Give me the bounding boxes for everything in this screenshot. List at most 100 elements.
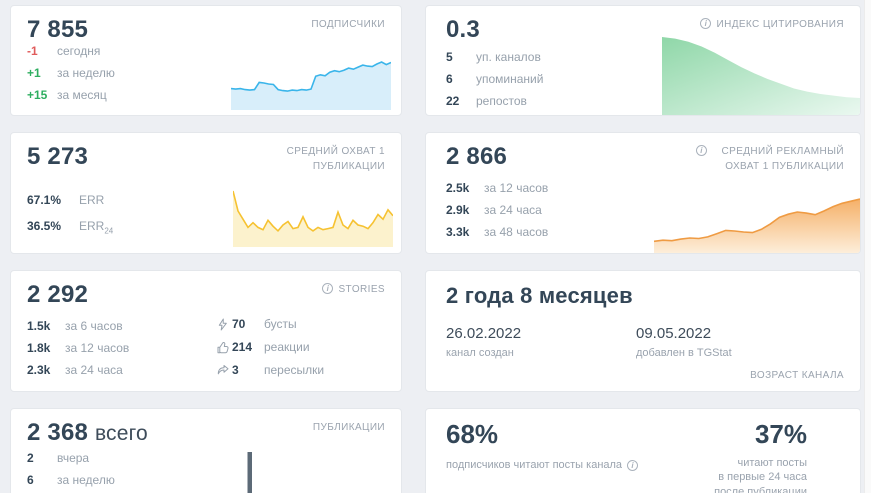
- stat-row: 3.3k за 48 часов: [446, 225, 548, 239]
- subscribers-value: 7 855: [27, 16, 89, 43]
- scrollbar-track[interactable]: [864, 0, 871, 493]
- stat-value: 2.9k: [446, 203, 470, 217]
- card-read-rate: 68% подписчиков читают посты канала i 37…: [425, 408, 861, 493]
- card-publications: 2 368 всего ПУБЛИКАЦИИ 2 вчера 6 за неде…: [10, 408, 402, 493]
- stat-label: уп. каналов: [476, 50, 541, 64]
- card-title-subscribers: ПОДПИСЧИКИ: [311, 18, 385, 33]
- engagement-row: 70 бусты: [217, 317, 324, 331]
- stat-label: за 6 часов: [65, 319, 123, 333]
- avg-ad-reach-stats: 2.5k за 12 часов 2.9k за 24 часа 3.3k за…: [446, 181, 548, 247]
- stat-row: 1.8k за 12 часов: [27, 341, 129, 355]
- card-stories: 2 292 i STORIES 1.5k за 6 часов 1.8k за …: [10, 270, 402, 392]
- card-title-label: ПОДПИСЧИКИ: [311, 19, 385, 30]
- stat-value: 67.1%: [27, 193, 62, 207]
- stat-label: ERR: [79, 193, 105, 207]
- card-subscribers: 7 855 ПОДПИСЧИКИ -1 сегодня +1 за неделю…: [10, 5, 402, 116]
- avg-reach-stats: 67.1% ERR 36.5% ERR24: [27, 193, 113, 244]
- stat-row: +1 за неделю: [27, 66, 115, 80]
- stat-row: 67.1% ERR: [27, 193, 113, 209]
- dashboard-grid: 7 855 ПОДПИСЧИКИ -1 сегодня +1 за неделю…: [10, 5, 871, 493]
- info-icon[interactable]: i: [700, 18, 712, 29]
- stories-engagement: 70 бусты 214 реакции 3 пересылки: [217, 317, 324, 386]
- card-title-publications: ПУБЛИКАЦИИ: [313, 421, 385, 436]
- stat-label: вчера: [57, 451, 90, 465]
- created-label: канал создан: [446, 347, 514, 359]
- avg-reach-sparkline: [233, 187, 393, 247]
- stat-label: за неделю: [57, 473, 115, 487]
- stat-label: ERR24: [79, 219, 114, 236]
- stat-row: 2.9k за 24 часа: [446, 203, 548, 217]
- boost-icon: [217, 318, 232, 331]
- engagement-label: реакции: [264, 340, 310, 354]
- read-rate-right-caption: читают посты в первые 24 часа после публ…: [714, 457, 807, 493]
- info-icon[interactable]: i: [696, 145, 707, 156]
- engagement-label: пересылки: [264, 363, 325, 377]
- channel-age-value: 2 года 8 месяцев: [446, 283, 633, 308]
- channel-added: 09.05.2022 добавлен в TGStat: [636, 325, 732, 359]
- stat-row: -1 сегодня: [27, 44, 115, 58]
- read-rate-right: 37% читают посты в первые 24 часа после …: [714, 419, 807, 493]
- stories-stats: 1.5k за 6 часов 1.8k за 12 часов 2.3k за…: [27, 319, 129, 385]
- card-citation-index: 0.3 i ИНДЕКС ЦИТИРОВАНИЯ 5 уп. каналов 6…: [425, 5, 861, 116]
- stat-row: 2.5k за 12 часов: [446, 181, 548, 195]
- citation-stats: 5 уп. каналов 6 упоминаний 22 репостов: [446, 50, 544, 115]
- engagement-label: бусты: [264, 317, 297, 331]
- info-icon[interactable]: i: [627, 459, 639, 471]
- stat-value: 6: [446, 72, 453, 86]
- read-rate-left: 68% подписчиков читают посты канала i: [446, 419, 639, 472]
- stat-label: репостов: [476, 94, 527, 108]
- stat-value: 3.3k: [446, 225, 470, 239]
- subscribers-stats: -1 сегодня +1 за неделю +15 за месяц: [27, 44, 115, 110]
- thumbs-up-icon: [217, 341, 232, 354]
- engagement-row: 3 пересылки: [217, 363, 324, 377]
- citation-sparkline: [662, 33, 860, 115]
- stat-label: за месяц: [57, 88, 107, 102]
- stat-value: 1.8k: [27, 341, 51, 355]
- stat-value: +1: [27, 66, 41, 80]
- forward-icon: [217, 364, 232, 376]
- publications-bar-chart: [239, 452, 389, 493]
- read-rate-left-value: 68%: [446, 419, 499, 449]
- channel-created: 26.02.2022 канал создан: [446, 325, 521, 359]
- ad-reach-sparkline: [654, 195, 860, 253]
- card-title-label: СРЕДНИЙ ОХВАТ 1 ПУБЛИКАЦИИ: [286, 146, 385, 172]
- read-rate-right-value: 37%: [754, 419, 807, 449]
- stories-value: 2 292: [27, 281, 89, 308]
- stat-label: за 12 часов: [484, 181, 549, 195]
- created-date: 26.02.2022: [446, 325, 522, 342]
- stat-value: 36.5%: [27, 219, 62, 234]
- stat-label: за неделю: [57, 66, 115, 80]
- stat-label: за 24 часа: [484, 203, 542, 217]
- stat-value: 6: [27, 473, 34, 487]
- info-icon[interactable]: i: [322, 283, 334, 294]
- card-title-label: ПУБЛИКАЦИИ: [312, 422, 385, 433]
- card-title-label: ИНДЕКС ЦИТИРОВАНИЯ: [716, 19, 844, 30]
- stat-row: +15 за месяц: [27, 88, 115, 102]
- avg-reach-value: 5 273: [27, 143, 89, 170]
- stat-label: сегодня: [57, 44, 101, 58]
- card-avg-ad-reach: 2 866 i СРЕДНИЙ РЕКЛАМНЫЙ ОХВАТ 1 ПУБЛИК…: [425, 132, 861, 254]
- card-title-stories: i STORIES: [322, 283, 385, 298]
- stat-value: 2.3k: [27, 363, 51, 377]
- added-date: 09.05.2022: [636, 325, 712, 342]
- stat-label: за 24 часа: [65, 363, 123, 377]
- card-avg-reach: 5 273 СРЕДНИЙ ОХВАТ 1 ПУБЛИКАЦИИ 67.1% E…: [10, 132, 402, 254]
- stat-value: 5: [446, 50, 453, 64]
- stat-label: упоминаний: [476, 72, 544, 86]
- stat-row: 22 репостов: [446, 94, 543, 108]
- engagement-value: 70: [232, 317, 246, 331]
- avg-ad-reach-value: 2 866: [446, 143, 508, 170]
- stat-value: 2.5k: [446, 181, 470, 195]
- added-label: добавлен в TGStat: [636, 347, 732, 359]
- read-rate-left-caption: подписчиков читают посты канала i: [446, 458, 639, 472]
- card-channel-age: 2 года 8 месяцев 26.02.2022 канал создан…: [425, 270, 861, 392]
- engagement-value: 3: [232, 363, 239, 377]
- stat-row: 36.5% ERR24: [27, 219, 113, 235]
- subscribers-sparkline: [231, 58, 391, 110]
- stat-value: +15: [27, 88, 48, 102]
- publications-suffix: всего: [94, 422, 148, 445]
- stat-row: 1.5k за 6 часов: [27, 319, 129, 333]
- card-title-label: STORIES: [338, 284, 385, 295]
- stat-value: -1: [27, 44, 38, 58]
- card-title-label: СРЕДНИЙ РЕКЛАМНЫЙ ОХВАТ 1 ПУБЛИКАЦИИ: [721, 146, 844, 172]
